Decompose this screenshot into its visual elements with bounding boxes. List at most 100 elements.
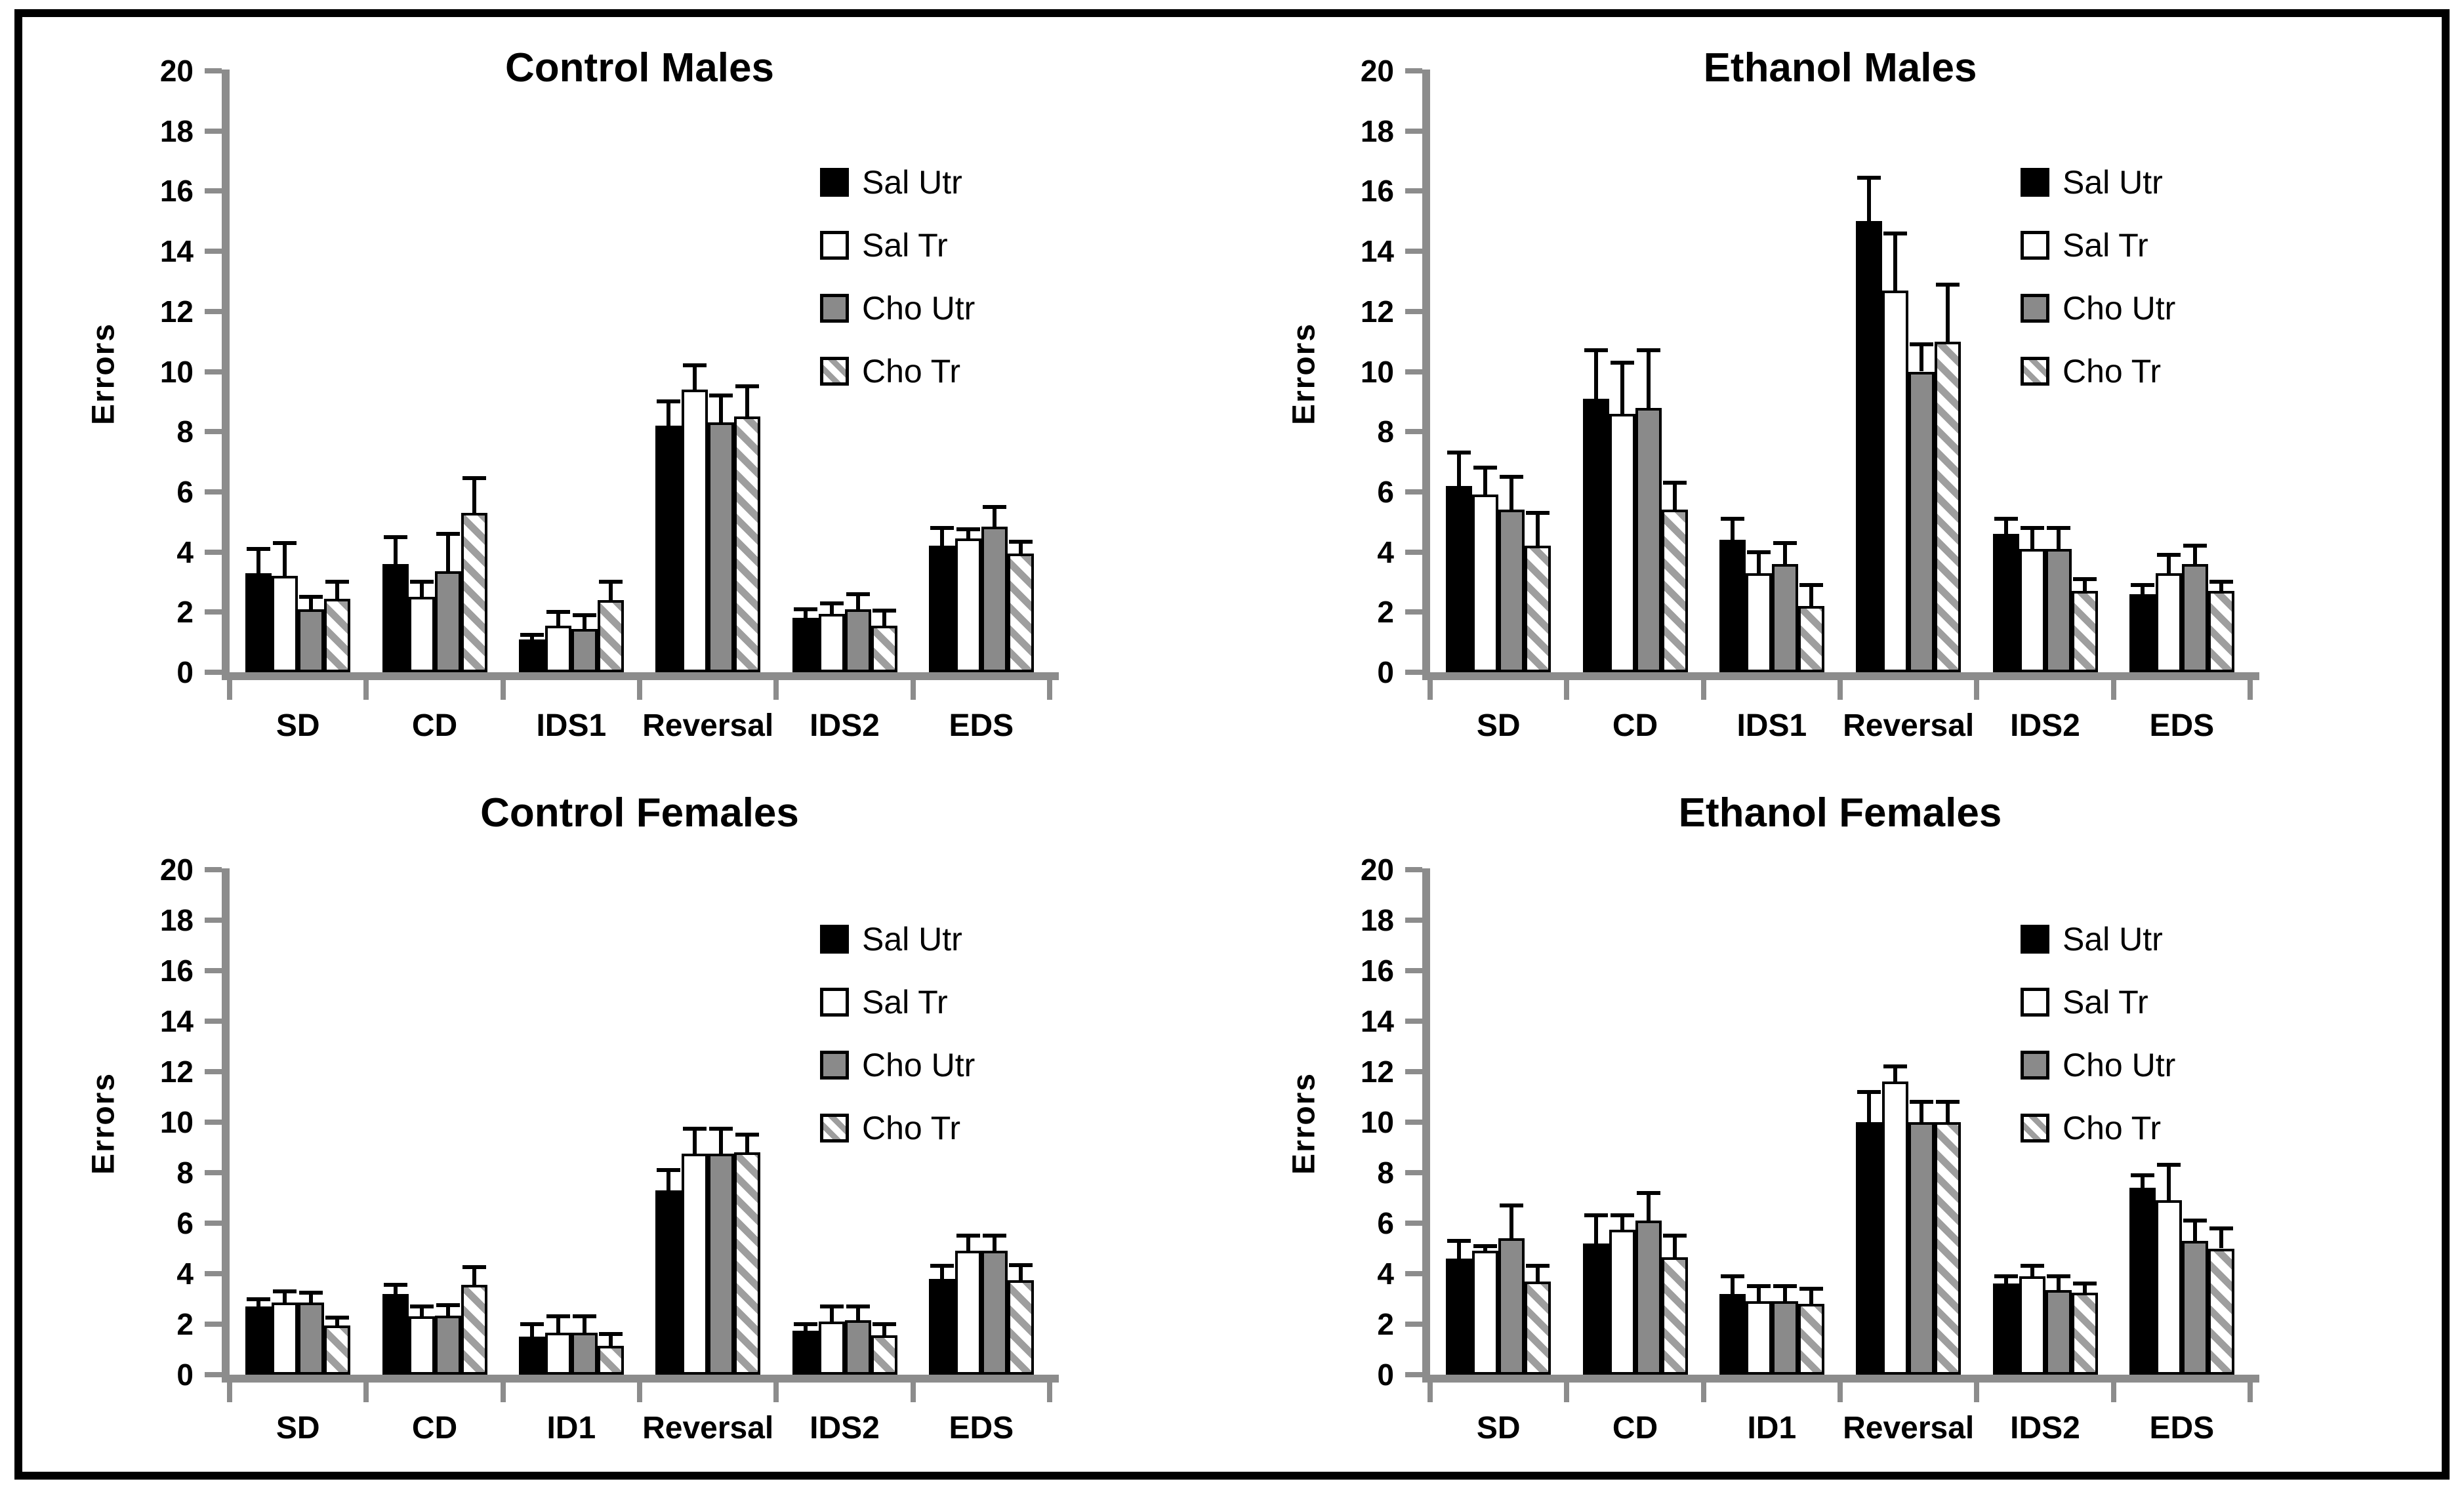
y-axis-line — [1422, 868, 1430, 1383]
x-tick — [1700, 680, 1706, 700]
y-tick — [205, 1271, 222, 1276]
bar-cho-tr-id1 — [1797, 1304, 1824, 1375]
y-tick-label: 10 — [1360, 1105, 1394, 1139]
error-bar — [335, 1318, 340, 1325]
error-bar-cap — [1910, 342, 1934, 347]
bar-sal-utr-reversal — [655, 426, 682, 672]
error-bar — [1018, 541, 1023, 554]
error-bar — [1730, 519, 1735, 540]
legend: Sal Utr Sal Tr Cho Utr Cho Tr — [820, 164, 975, 390]
error-bar-cap — [546, 1314, 570, 1319]
legend-label: Sal Tr — [2063, 227, 2148, 264]
category-label: EDS — [949, 1411, 1014, 1445]
bar-sal-tr-ids2 — [2019, 1276, 2045, 1375]
legend-item-sal-tr: Sal Tr — [820, 984, 975, 1021]
error-bar — [2030, 1266, 2034, 1276]
error-bar — [1620, 1215, 1624, 1230]
legend-swatch-sal-utr — [2021, 925, 2049, 954]
error-bar — [992, 1236, 996, 1251]
bar-sal-tr-cd — [1609, 413, 1635, 672]
legend-item-sal-tr: Sal Tr — [820, 227, 975, 264]
y-tick — [1405, 308, 1422, 314]
bar-cho-utr-cd — [1635, 1221, 1662, 1375]
error-bar-cap — [846, 592, 870, 596]
error-bar — [2166, 1165, 2171, 1201]
legend-item-cho-utr: Cho Utr — [820, 290, 975, 327]
bar-sal-tr-id1 — [1745, 1301, 1772, 1375]
legend-label: Cho Tr — [862, 353, 961, 390]
error-bar — [1867, 1091, 1872, 1122]
y-tick — [205, 867, 222, 872]
bar-cho-utr-id1 — [1771, 1301, 1798, 1375]
error-bar — [1593, 1215, 1598, 1243]
error-bar — [1672, 483, 1677, 510]
error-bar — [1646, 1192, 1651, 1221]
bar-sal-utr-ids1 — [518, 639, 545, 672]
error-bar-cap — [2130, 1173, 2154, 1177]
error-bar — [419, 582, 424, 597]
bar-cho-utr-cd — [434, 571, 461, 672]
legend-label: Cho Utr — [2063, 290, 2176, 327]
x-tick — [773, 680, 779, 700]
y-axis-line — [222, 70, 230, 680]
legend-swatch-cho-tr — [820, 1114, 849, 1142]
category-label: SD — [1476, 1411, 1521, 1445]
y-tick-label: 2 — [1377, 1307, 1394, 1341]
error-bar-cap — [273, 1289, 297, 1293]
bar-sal-tr-cd — [408, 597, 435, 672]
bar-cho-utr-id1 — [571, 1333, 598, 1375]
legend-label: Sal Utr — [862, 164, 962, 201]
error-bar-cap — [1720, 1274, 1744, 1278]
error-bar-cap — [1883, 1064, 1908, 1069]
legend-swatch-sal-tr — [2021, 231, 2049, 260]
bar-cho-utr-reversal — [1908, 1122, 1935, 1375]
y-tick-label: 6 — [1377, 474, 1394, 509]
error-bar — [556, 612, 560, 626]
error-bar — [608, 582, 613, 600]
x-tick — [1427, 680, 1433, 700]
bar-cho-tr-reversal — [1935, 341, 1961, 672]
y-tick-label: 18 — [159, 903, 194, 937]
error-bar-cap — [1500, 474, 1524, 479]
bar-cho-utr-eds — [2181, 563, 2208, 672]
y-tick-label: 8 — [176, 414, 194, 449]
bar-sal-utr-cd — [1582, 398, 1609, 672]
bar-cho-tr-ids1 — [1797, 606, 1824, 672]
y-tick — [1405, 549, 1422, 555]
legend-label: Cho Utr — [862, 290, 975, 327]
category-label: EDS — [2149, 1411, 2215, 1445]
legend-item-cho-tr: Cho Tr — [820, 353, 975, 390]
x-tick — [637, 680, 642, 700]
y-tick-label: 4 — [176, 535, 194, 569]
error-bar — [445, 534, 450, 572]
bar-sal-utr-sd — [1446, 485, 1473, 672]
error-bar — [1756, 1286, 1761, 1302]
error-bar — [1457, 1240, 1462, 1259]
error-bar — [257, 549, 261, 573]
bar-sal-utr-ids2 — [792, 1330, 819, 1375]
legend-label: Cho Tr — [2063, 1110, 2162, 1146]
error-bar — [882, 1324, 886, 1336]
y-tick-label: 10 — [159, 354, 194, 389]
bar-cho-utr-sd — [1498, 510, 1525, 672]
error-bar — [829, 1306, 834, 1322]
y-tick-label: 12 — [159, 1055, 194, 1089]
legend-label: Cho Tr — [862, 1110, 961, 1146]
legend-swatch-cho-tr — [820, 357, 849, 386]
legend: Sal Utr Sal Tr Cho Utr Cho Tr — [820, 921, 975, 1146]
y-tick-label: 2 — [1377, 595, 1394, 630]
error-bar — [1756, 552, 1761, 573]
chart-control-females: Control Females Errors 0 2 4 6 8 10 12 14 16 18 20… — [39, 759, 1227, 1486]
bar-cho-utr-ids1 — [1771, 563, 1798, 672]
error-bar — [1730, 1276, 1735, 1294]
bar-sal-utr-ids2 — [1992, 534, 2019, 672]
y-tick-label: 4 — [1377, 1257, 1394, 1291]
x-tick — [1564, 680, 1570, 700]
y-tick — [1405, 670, 1422, 675]
error-bar — [445, 1305, 450, 1316]
error-bar — [2030, 527, 2034, 549]
error-bar-cap — [1773, 540, 1797, 545]
y-tick — [1405, 1372, 1422, 1377]
x-tick — [227, 680, 232, 700]
